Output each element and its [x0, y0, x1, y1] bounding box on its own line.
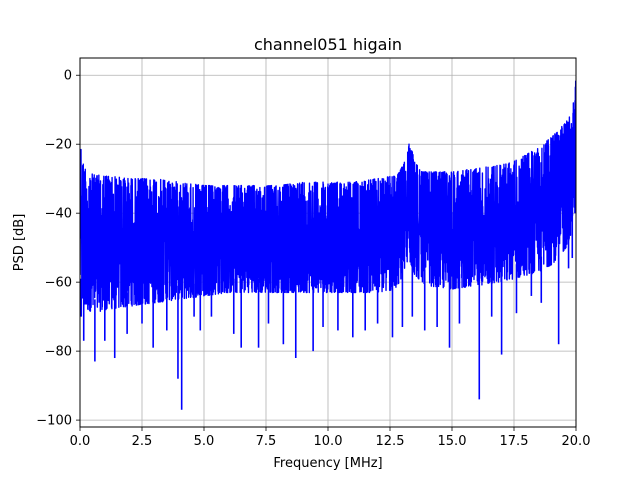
- y-tick-label: −60: [45, 276, 72, 291]
- psd-series: [80, 80, 576, 410]
- x-tick-label: 2.5: [132, 434, 153, 449]
- psd-trace: [80, 80, 576, 312]
- y-tick-label: −20: [45, 138, 72, 153]
- x-axis-ticks: 0.0 2.5 5.0 7.5 10.0 12.5 15.0 17.5 20.0: [70, 427, 591, 449]
- x-axis-label: Frequency [MHz]: [273, 456, 382, 471]
- chart-title: channel051 higain: [254, 35, 402, 54]
- y-tick-label: −80: [45, 345, 72, 360]
- y-axis-ticks: 0 −20 −40 −60 −80 −100: [36, 69, 80, 429]
- x-tick-label: 0.0: [70, 434, 91, 449]
- y-axis-label: PSD [dB]: [12, 214, 27, 272]
- x-tick-label: 20.0: [562, 434, 591, 449]
- x-tick-label: 17.5: [500, 434, 529, 449]
- y-tick-label: −100: [36, 414, 72, 429]
- y-tick-label: 0: [64, 69, 72, 84]
- x-tick-label: 5.0: [194, 434, 215, 449]
- x-tick-label: 10.0: [314, 434, 343, 449]
- x-tick-label: 12.5: [376, 434, 405, 449]
- x-tick-label: 15.0: [438, 434, 467, 449]
- y-tick-label: −40: [45, 207, 72, 222]
- x-tick-label: 7.5: [256, 434, 277, 449]
